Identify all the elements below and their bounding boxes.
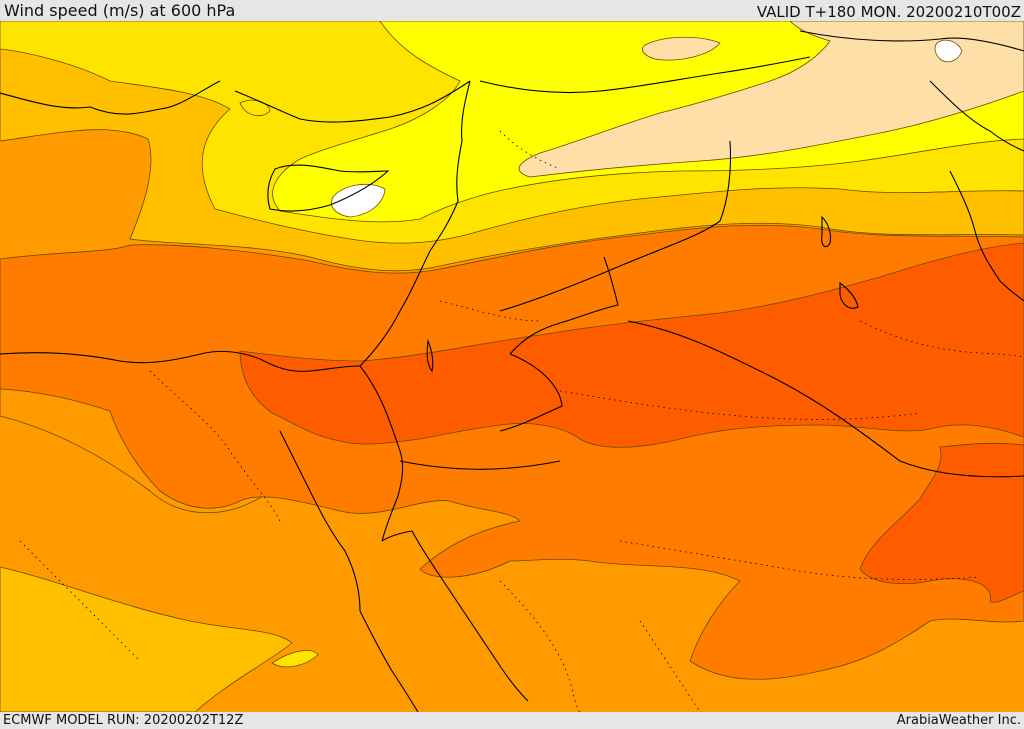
credit-label: ArabiaWeather Inc. [896, 713, 1021, 728]
valid-time: VALID T+180 MON. 20200210T00Z [756, 3, 1021, 21]
band-amber-patch [271, 650, 319, 668]
coastlines [0, 30, 1024, 712]
calm-patch-northeast [934, 39, 963, 63]
footer-bar: ECMWF MODEL RUN: 20200202T12Z ArabiaWeat… [0, 712, 1024, 729]
chart-title: Wind speed (m/s) at 600 hPa [4, 1, 236, 20]
wind-speed-map [0, 21, 1024, 712]
calm-patch-cyprus [331, 183, 386, 218]
dotted-boundaries [19, 130, 1024, 712]
band-light-west [642, 36, 721, 61]
band-light [518, 21, 1024, 178]
band-red-orange [239, 242, 1024, 448]
band-amber-southwest [0, 566, 293, 712]
model-run-label: ECMWF MODEL RUN: 20200202T12Z [3, 713, 244, 728]
band-gold-patch [239, 99, 271, 117]
header-bar: Wind speed (m/s) at 600 hPa VALID T+180 … [0, 0, 1024, 21]
